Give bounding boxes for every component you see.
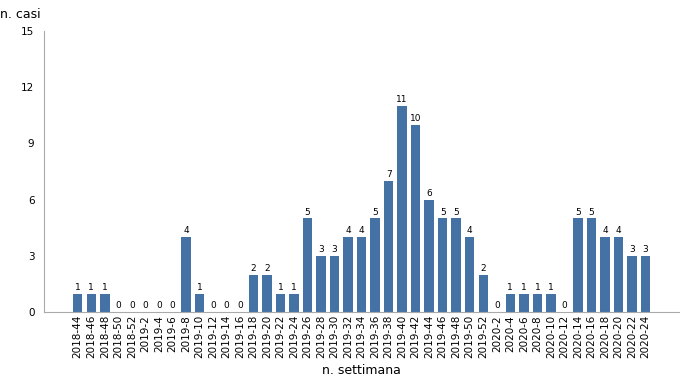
Bar	[587, 218, 596, 312]
Text: 4: 4	[183, 226, 189, 235]
Bar	[451, 218, 461, 312]
Text: 0: 0	[115, 301, 121, 311]
Text: 3: 3	[318, 245, 324, 254]
Bar	[425, 200, 434, 312]
Text: 0: 0	[237, 301, 243, 311]
Text: 6: 6	[426, 189, 432, 198]
Text: 5: 5	[372, 208, 378, 217]
Text: 4: 4	[615, 226, 622, 235]
Text: 5: 5	[453, 208, 459, 217]
Text: 0: 0	[494, 301, 499, 311]
Text: 0: 0	[224, 301, 229, 311]
Bar	[506, 293, 515, 312]
Text: 1: 1	[278, 283, 283, 292]
Text: 5: 5	[589, 208, 594, 217]
Bar	[479, 275, 488, 312]
Bar	[289, 293, 299, 312]
Text: 4: 4	[467, 226, 473, 235]
Bar	[195, 293, 204, 312]
Bar	[641, 256, 650, 312]
Text: 1: 1	[291, 283, 297, 292]
Text: n. casi: n. casi	[0, 8, 40, 21]
Bar	[627, 256, 637, 312]
Bar	[330, 256, 340, 312]
Text: 10: 10	[410, 114, 421, 122]
Bar	[276, 293, 285, 312]
Text: 1: 1	[534, 283, 540, 292]
Bar	[397, 106, 407, 312]
Text: 1: 1	[508, 283, 513, 292]
Text: 2: 2	[264, 264, 270, 273]
Bar	[614, 237, 623, 312]
Text: 4: 4	[345, 226, 351, 235]
Text: 1: 1	[75, 283, 81, 292]
X-axis label: n. settimana: n. settimana	[322, 364, 401, 377]
Text: 1: 1	[88, 283, 94, 292]
Text: 3: 3	[332, 245, 338, 254]
Text: 0: 0	[169, 301, 175, 311]
Text: 5: 5	[575, 208, 581, 217]
Bar	[357, 237, 366, 312]
Text: 1: 1	[521, 283, 527, 292]
Text: 2: 2	[480, 264, 486, 273]
Bar	[438, 218, 447, 312]
Text: 0: 0	[561, 301, 567, 311]
Text: 1: 1	[102, 283, 108, 292]
Text: 4: 4	[602, 226, 608, 235]
Text: 0: 0	[210, 301, 216, 311]
Text: 0: 0	[156, 301, 162, 311]
Bar	[532, 293, 542, 312]
Bar	[600, 237, 610, 312]
Bar	[370, 218, 380, 312]
Text: 5: 5	[305, 208, 310, 217]
Bar	[262, 275, 272, 312]
Text: 1: 1	[548, 283, 554, 292]
Bar	[303, 218, 312, 312]
Text: 11: 11	[397, 95, 408, 104]
Text: 1: 1	[196, 283, 202, 292]
Bar	[100, 293, 110, 312]
Bar	[181, 237, 191, 312]
Text: 3: 3	[643, 245, 648, 254]
Bar	[573, 218, 582, 312]
Bar	[86, 293, 96, 312]
Bar	[519, 293, 528, 312]
Bar	[249, 275, 258, 312]
Bar	[411, 124, 421, 312]
Text: 0: 0	[143, 301, 148, 311]
Bar	[316, 256, 326, 312]
Text: 4: 4	[359, 226, 364, 235]
Bar	[546, 293, 556, 312]
Text: 5: 5	[440, 208, 446, 217]
Text: 7: 7	[386, 170, 392, 179]
Text: 0: 0	[129, 301, 134, 311]
Bar	[465, 237, 475, 312]
Bar	[344, 237, 353, 312]
Text: 2: 2	[250, 264, 257, 273]
Text: 3: 3	[629, 245, 635, 254]
Bar	[384, 181, 393, 312]
Bar	[73, 293, 82, 312]
